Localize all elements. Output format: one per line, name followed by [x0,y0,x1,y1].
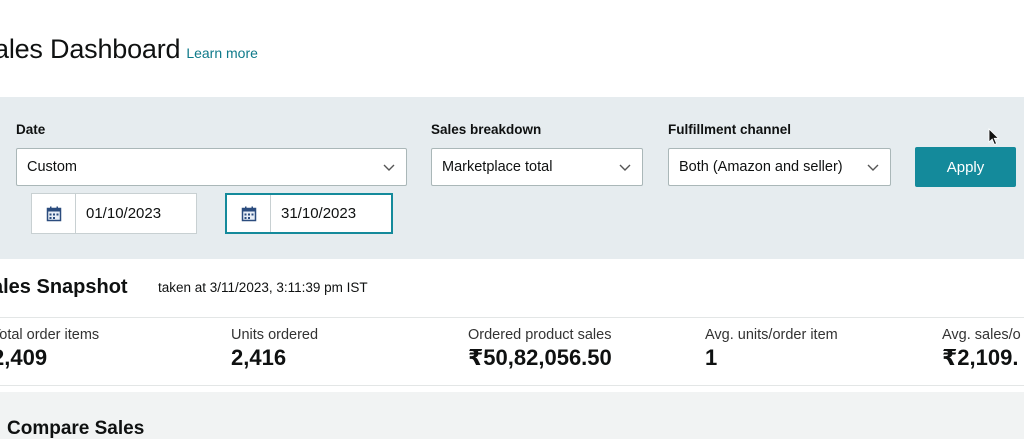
date-label: Date [16,122,46,137]
date-range-value: Custom [27,159,77,175]
page-title: ales Dashboard [0,34,181,64]
calendar-icon[interactable] [32,194,76,233]
date-range-select[interactable]: Custom [16,148,407,186]
compare-sales-title: Compare Sales [7,418,145,439]
sales-snapshot-title: ales Snapshot [0,276,128,298]
fulfillment-channel-value: Both (Amazon and seller) [679,159,843,175]
metric-label-ordered-product-sales: Ordered product sales [468,327,612,343]
metric-value-avg-units-per-order-item: 1 [705,345,718,370]
metric-value-units-ordered: 2,416 [231,345,287,370]
metric-value-avg-sales-per-order-item: ₹2,109. [942,345,1019,370]
end-date-value: 31/10/2023 [281,205,357,222]
mouse-cursor-icon [988,128,1000,146]
fulfillment-channel-select[interactable]: Both (Amazon and seller) [668,148,891,186]
sales-breakdown-label: Sales breakdown [431,122,542,137]
metric-value-ordered-product-sales: ₹50,82,056.50 [468,345,612,370]
metric-label-total-order-items: Total order items [0,327,100,343]
metric-label-avg-units-per-order-item: Avg. units/order item [705,327,838,343]
divider [0,317,1024,318]
metric-label-units-ordered: Units ordered [231,327,319,343]
apply-button[interactable]: Apply [915,147,1016,187]
learn-more-link[interactable]: Learn more [186,45,258,61]
fulfillment-channel-label: Fulfillment channel [668,122,792,137]
start-date-field[interactable]: 01/10/2023 [31,193,197,234]
filter-panel: Date Custom 01/10/2023 31/10/2023 Sales … [0,97,1024,259]
page-header: ales Dashboard Learn more [0,34,258,74]
chevron-down-icon [867,164,879,171]
metric-value-total-order-items: 2,409 [0,345,48,370]
sales-breakdown-value: Marketplace total [442,159,553,175]
end-date-field[interactable]: 31/10/2023 [225,193,393,234]
chevron-down-icon [383,164,395,171]
calendar-icon[interactable] [227,195,271,232]
start-date-value: 01/10/2023 [86,205,162,222]
compare-sales-section [0,392,1024,439]
chevron-down-icon [619,164,631,171]
sales-snapshot-section [0,262,1024,390]
divider [0,385,1024,386]
metric-label-avg-sales-per-order-item: Avg. sales/o [942,327,1021,343]
snapshot-timestamp: taken at 3/11/2023, 3:11:39 pm IST [158,280,368,295]
sales-breakdown-select[interactable]: Marketplace total [431,148,643,186]
